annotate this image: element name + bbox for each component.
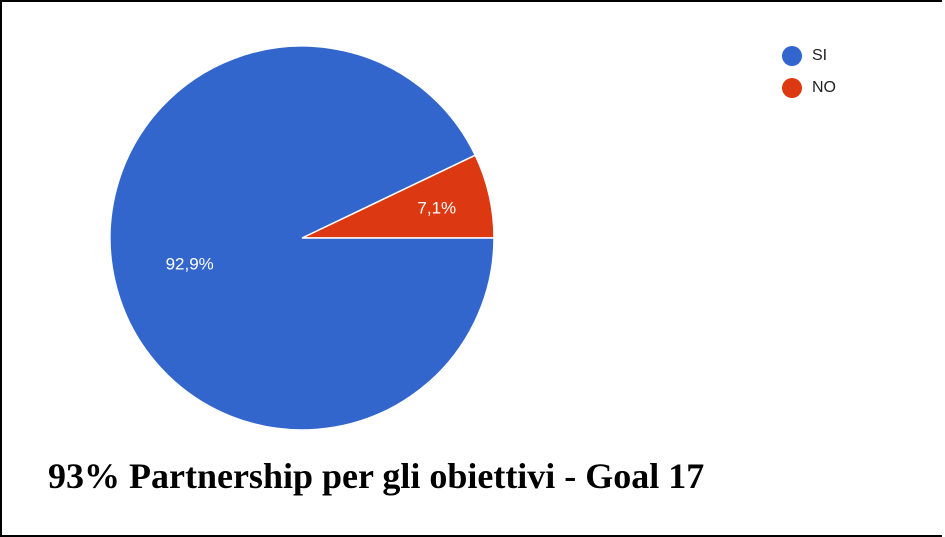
legend-label-no: NO bbox=[812, 79, 836, 96]
frame-edge bbox=[942, 0, 945, 537]
legend: SI NO bbox=[782, 45, 836, 109]
legend-swatch-no bbox=[782, 78, 802, 98]
legend-swatch-si bbox=[782, 46, 802, 66]
legend-item-si[interactable]: SI bbox=[782, 45, 836, 67]
slice-label-no: 7,1% bbox=[417, 198, 456, 217]
legend-label-si: SI bbox=[812, 47, 828, 64]
chart-caption: 93% Partnership per gli obiettivi - Goal… bbox=[48, 456, 705, 496]
legend-item-no[interactable]: NO bbox=[782, 77, 836, 99]
slice-label-si: 92,9% bbox=[166, 255, 214, 274]
pie-slice-si[interactable] bbox=[109, 45, 495, 431]
